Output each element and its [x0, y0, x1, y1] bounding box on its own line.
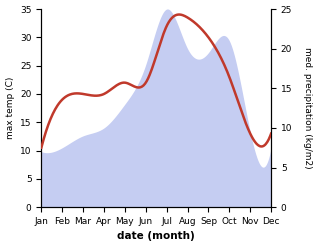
X-axis label: date (month): date (month)	[117, 231, 195, 242]
Y-axis label: max temp (C): max temp (C)	[5, 77, 15, 139]
Y-axis label: med. precipitation (kg/m2): med. precipitation (kg/m2)	[303, 47, 313, 169]
